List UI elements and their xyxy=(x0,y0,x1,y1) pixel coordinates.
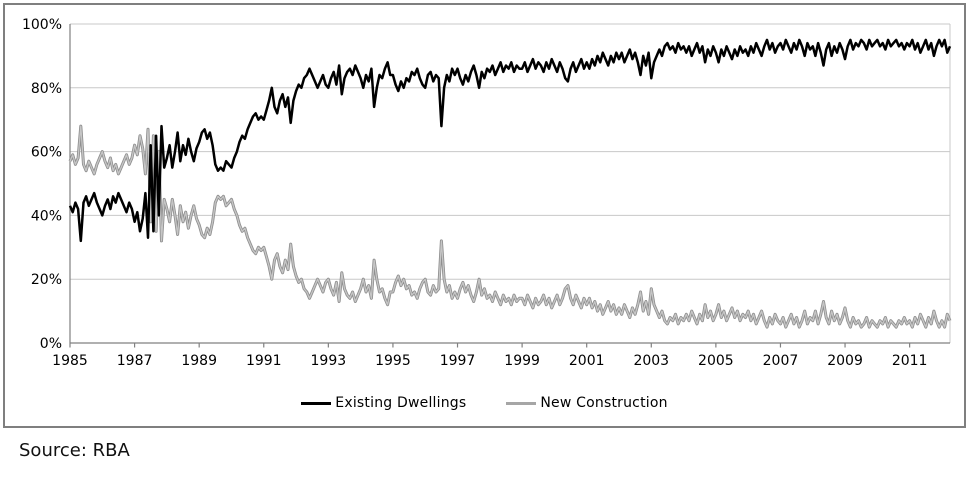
axes xyxy=(69,24,950,348)
legend-line-swatch-existing xyxy=(301,401,332,405)
x-tick-label: 1999 xyxy=(504,353,540,369)
x-tick-label: 1997 xyxy=(440,353,476,369)
x-tick-label: 1987 xyxy=(117,353,153,369)
series-line-new-construction-highlight xyxy=(69,125,951,328)
legend-label: New Construction xyxy=(540,395,668,411)
chart-svg: 0% 20% 40% 60% 80% 100% 1985 1987 1989 1991 1993 19… xyxy=(22,17,952,369)
axis-tick-labels: 0% 20% 40% 60% 80% 100% 1985 1987 1989 1991 1993 19… xyxy=(22,17,927,369)
y-tick-label: 0% xyxy=(40,336,62,352)
y-tick-label: 40% xyxy=(31,208,62,224)
legend-label: Existing Dwellings xyxy=(335,395,467,411)
x-tick-label: 1985 xyxy=(52,353,88,369)
series-lines xyxy=(68,38,952,329)
gridlines xyxy=(70,23,951,344)
series-line-existing-dwellings xyxy=(68,38,952,243)
y-tick-label: 20% xyxy=(31,272,62,288)
x-tick-label: 1995 xyxy=(375,353,411,369)
x-tick-label: 2009 xyxy=(827,353,863,369)
x-tick-label: 2005 xyxy=(698,353,734,369)
series-line-new-construction xyxy=(68,124,952,329)
x-tick-label: 2003 xyxy=(633,353,669,369)
legend-line-swatch-new xyxy=(506,401,537,405)
x-tick-label: 1993 xyxy=(311,353,347,369)
source-note: Source: RBA xyxy=(19,440,130,461)
y-tick-label: 80% xyxy=(31,81,62,97)
x-tick-label: 1991 xyxy=(246,353,282,369)
y-tick-label: 100% xyxy=(22,17,62,33)
x-tick-label: 1989 xyxy=(181,353,217,369)
x-tick-label: 2007 xyxy=(763,353,799,369)
x-tick-label: 2001 xyxy=(569,353,605,369)
legend-item-new-construction: New Construction xyxy=(506,395,668,411)
chart-frame: 0% 20% 40% 60% 80% 100% 1985 1987 1989 1991 1993 19… xyxy=(3,3,966,428)
x-tick-label: 2011 xyxy=(892,353,928,369)
legend-item-existing-dwellings: Existing Dwellings xyxy=(301,395,466,411)
chart-legend: Existing Dwellings New Construction xyxy=(5,395,964,411)
y-tick-label: 60% xyxy=(31,145,62,161)
